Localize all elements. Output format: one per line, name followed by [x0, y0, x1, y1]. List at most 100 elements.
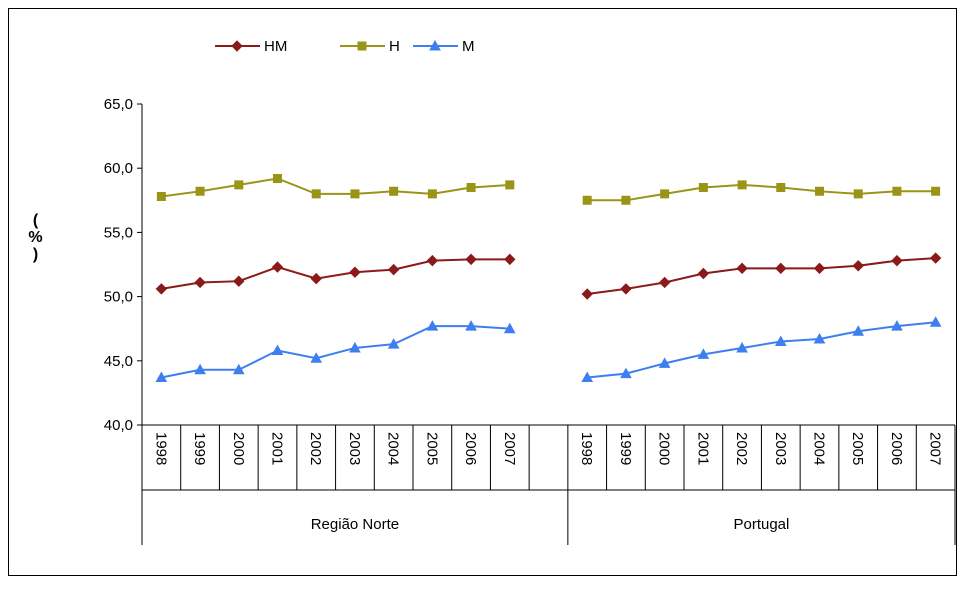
data-point [271, 261, 284, 273]
data-point [698, 182, 708, 192]
x-tick-label: 2004 [811, 432, 828, 465]
data-point [813, 262, 826, 275]
x-tick-label: 2006 [888, 432, 905, 465]
data-point [775, 262, 787, 275]
data-point [658, 357, 671, 368]
data-point [387, 338, 400, 349]
y-tick-label: 40,0 [104, 417, 133, 434]
x-tick-label: 2007 [927, 432, 944, 465]
data-point [504, 253, 516, 266]
data-point [232, 363, 245, 375]
series-line [161, 177, 936, 202]
data-point [621, 195, 631, 205]
data-point [194, 363, 206, 375]
y-tick-label: 45,0 [104, 353, 133, 370]
x-tick-label: 1998 [152, 432, 169, 465]
x-tick-label: 2005 [849, 432, 866, 465]
data-point [389, 186, 399, 196]
data-point [697, 267, 710, 280]
y-axis-label: (%) [27, 212, 44, 263]
legend-label: M [462, 38, 475, 55]
data-point [387, 263, 400, 276]
data-point [349, 266, 361, 278]
data-point [620, 283, 632, 295]
data-point [891, 320, 903, 331]
x-tick-label: 2007 [501, 432, 518, 465]
data-point [233, 275, 245, 287]
legend-label: H [389, 38, 400, 55]
y-tick-label: 50,0 [104, 289, 133, 306]
data-point [503, 322, 516, 334]
legend-marker [231, 40, 243, 52]
data-point [892, 186, 902, 196]
legend-marker [357, 41, 367, 51]
x-tick-label: 2001 [694, 432, 711, 465]
data-point [697, 348, 710, 359]
data-point [310, 272, 322, 285]
data-point [465, 320, 477, 331]
data-point [582, 195, 592, 205]
data-point [774, 335, 787, 347]
data-point [776, 182, 786, 192]
series-line [161, 257, 936, 296]
data-point [891, 254, 903, 267]
data-point [581, 288, 593, 300]
data-point [310, 352, 323, 363]
series-line [161, 321, 936, 379]
data-point [852, 325, 865, 336]
data-point [273, 173, 282, 183]
data-point [815, 186, 824, 196]
data-point [931, 186, 941, 196]
data-point [505, 180, 515, 190]
data-point [195, 186, 205, 196]
chart-frame [8, 8, 957, 576]
data-point [426, 254, 439, 267]
data-point [581, 371, 594, 382]
data-point [426, 320, 439, 331]
x-tick-label: 2003 [772, 432, 789, 465]
data-point [311, 189, 321, 199]
x-tick-label: 2006 [462, 432, 479, 465]
data-point [658, 276, 671, 289]
group-label: Portugal [733, 516, 789, 533]
data-point [349, 341, 361, 353]
data-point [271, 344, 284, 356]
data-point [234, 180, 244, 190]
data-point [155, 371, 168, 382]
data-point [736, 262, 748, 275]
data-point [852, 260, 864, 272]
legend-marker [429, 39, 441, 51]
data-point [813, 332, 826, 344]
data-point [427, 189, 437, 199]
legend-label: HM [264, 38, 287, 55]
x-tick-label: 2002 [307, 432, 324, 465]
data-point [620, 367, 632, 379]
data-point [929, 252, 942, 264]
data-point [350, 189, 360, 199]
y-tick-label: 65,0 [104, 96, 133, 113]
x-tick-label: 2000 [656, 432, 673, 465]
x-tick-label: 2004 [385, 432, 402, 465]
data-point [660, 189, 670, 199]
y-tick-label: 55,0 [104, 224, 133, 241]
x-tick-label: 2001 [269, 432, 286, 465]
group-label: Região Norte [311, 516, 399, 533]
data-point [194, 276, 206, 289]
x-tick-label: 2000 [230, 432, 247, 465]
x-tick-label: 2005 [423, 432, 440, 465]
data-point [736, 341, 748, 353]
data-point [929, 316, 942, 327]
x-tick-label: 1999 [617, 432, 634, 465]
x-tick-label: 1998 [578, 432, 595, 465]
x-tick-label: 1999 [191, 432, 208, 465]
data-point [156, 191, 166, 201]
data-point [853, 189, 863, 199]
data-point [737, 180, 747, 190]
x-tick-label: 2003 [346, 432, 363, 465]
x-tick-label: 2002 [733, 432, 750, 465]
data-point [466, 182, 476, 192]
data-point [465, 253, 477, 266]
data-point [155, 283, 168, 295]
